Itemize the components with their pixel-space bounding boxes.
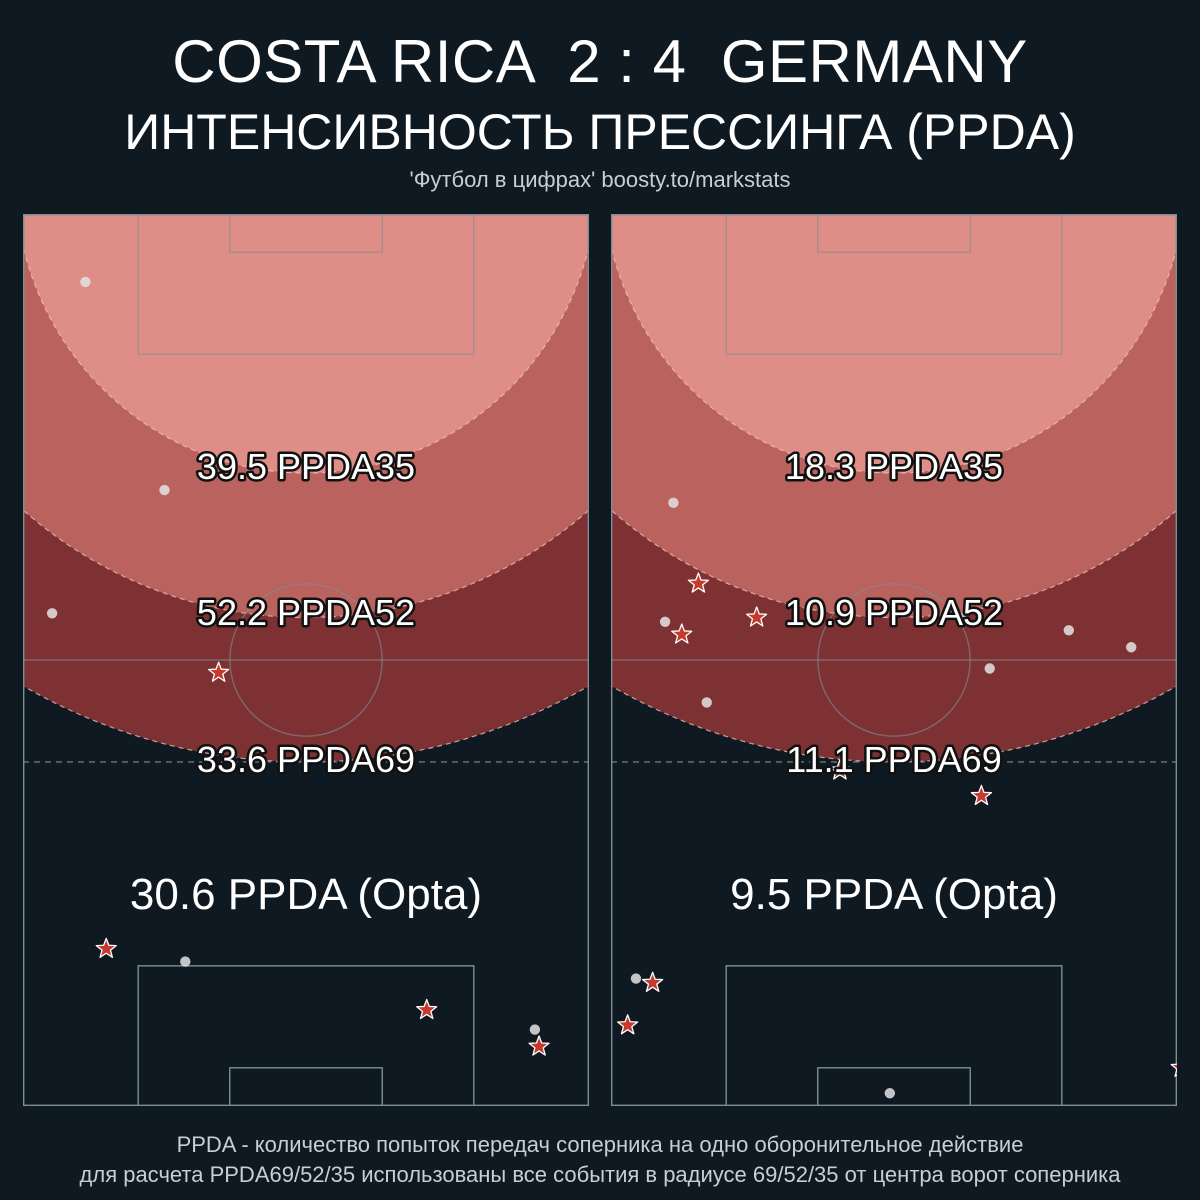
opta-ppda-label: 9.5 PPDA (Opta): [730, 870, 1058, 919]
source-credit: 'Футбол в цифрах' boosty.to/markstats: [409, 167, 791, 192]
dot-icon: [659, 616, 671, 627]
zone-label-ppda52: 52.2 PPDA52: [197, 592, 415, 633]
footer-line-2: для расчета PPDA69/52/35 использованы вс…: [79, 1162, 1121, 1187]
star-icon: [641, 971, 664, 992]
opta-ppda-label: 30.6 PPDA (Opta): [130, 870, 482, 919]
pitch-svg-costa-rica: 39.5 PPDA35 52.2 PPDA52 33.6 PPDA69 30.6 PP…: [23, 214, 589, 1106]
footer-line-1: PPDA - количество попыток передач соперн…: [176, 1132, 1024, 1157]
top-penalty-area: [725, 214, 1063, 355]
zone-label-ppda52: 10.9 PPDA52: [785, 592, 1003, 633]
pitch-panel-costa-rica: 39.5 PPDA35 52.2 PPDA52 33.6 PPDA69 30.6 PP…: [23, 214, 589, 1106]
star-icon: [829, 759, 851, 780]
footer-notes: PPDA - количество попыток передач соперн…: [0, 1130, 1200, 1190]
star-icon: [1170, 1063, 1177, 1077]
star-icon: [528, 1035, 550, 1056]
bottom-goal-area: [229, 1067, 383, 1106]
dot-icon: [80, 276, 91, 288]
dot-icon: [1126, 642, 1137, 653]
top-goal-area: [817, 214, 971, 253]
top-goal-area: [229, 214, 383, 253]
dot-icon: [984, 663, 995, 674]
dot-icon: [1063, 625, 1074, 636]
pitch-zones: [611, 214, 1177, 763]
dot-icon: [701, 697, 712, 708]
zone-label-ppda69: 11.1 PPDA69: [786, 739, 1001, 780]
bottom-penalty-area: [725, 965, 1063, 1106]
star-icon: [671, 623, 693, 644]
dot-icon: [630, 973, 642, 984]
pitch-markings: [611, 214, 1177, 1106]
star-icon: [95, 937, 117, 958]
dot-icon: [46, 608, 58, 619]
zone-label-ppda35: 18.3 PPDA35: [785, 446, 1003, 487]
bottom-penalty-area: [137, 965, 475, 1106]
star-icon: [970, 784, 993, 806]
center-circle: [229, 583, 383, 737]
star-icon: [746, 606, 768, 627]
pitch-panel-germany: 18.3 PPDA35 10.9 PPDA52 11.1 PPDA69 9.5 PPD…: [611, 214, 1177, 1106]
zone-label-ppda69: 33.6 PPDA69: [197, 739, 415, 780]
center-circle: [817, 583, 971, 737]
top-penalty-area: [137, 214, 475, 355]
star-icon: [687, 572, 710, 593]
bottom-goal-area: [817, 1067, 971, 1106]
dot-icon: [884, 1088, 896, 1099]
star-icon: [207, 661, 230, 682]
dot-icon: [668, 497, 679, 509]
dot-icon: [955, 612, 966, 623]
match-title: COSTA RICA 2 : 4 GERMANY: [172, 28, 1028, 95]
zone-ppda35: [611, 214, 1177, 474]
star-icon: [617, 1014, 639, 1035]
star-icon: [416, 998, 438, 1020]
zone-ppda35: [23, 214, 589, 474]
dot-icon: [180, 956, 191, 967]
dot-icon: [529, 1024, 541, 1035]
chart-subtitle: ИНТЕНСИВНОСТЬ ПРЕССИНГА (PPDA): [124, 104, 1076, 160]
zone-label-ppda35: 39.5 PPDA35: [197, 446, 415, 487]
pitch-svg-germany: 18.3 PPDA35 10.9 PPDA52 11.1 PPDA69 9.5 PPD…: [611, 214, 1177, 1106]
pitch-zones: [23, 214, 589, 763]
dot-icon: [159, 484, 170, 496]
